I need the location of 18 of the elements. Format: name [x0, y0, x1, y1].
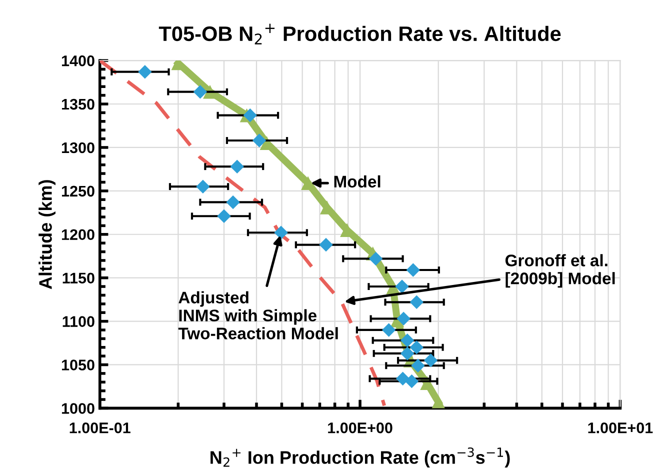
y-tick-label: 1200	[62, 229, 94, 240]
annotation: Adjusted INMS with Simple Two-Reaction Model	[178, 291, 338, 340]
y-tick-label: 1300	[62, 142, 94, 154]
y-tick-label: 1000	[62, 403, 94, 414]
y-axis-title: Altitude (km)	[38, 180, 56, 290]
annotation: Gronoff et al. [2009b] Model	[505, 254, 615, 288]
y-tick-label: 1100	[62, 316, 94, 327]
y-tick-label: 1250	[62, 186, 94, 197]
chart-title: T05-OB N$_{2}$$^{+}$ Production Rate vs. Altitude	[158, 24, 561, 44]
x-tick-label: 1.00E+01	[588, 422, 653, 434]
x-axis-title: N$_{2}$$^{+}$ Ion Production Rate (cm$^{−3}$s$^{−1}$)	[210, 447, 510, 468]
y-tick-label: 1350	[62, 98, 94, 110]
x-tick-label: 1.00E-01	[70, 422, 130, 434]
y-tick-label: 1150	[62, 272, 94, 284]
annotation: Model	[334, 175, 380, 188]
y-tick-label: 1400	[62, 55, 94, 66]
y-tick-label: 1050	[62, 360, 94, 370]
x-tick-label: 1.00E+00	[328, 422, 392, 434]
